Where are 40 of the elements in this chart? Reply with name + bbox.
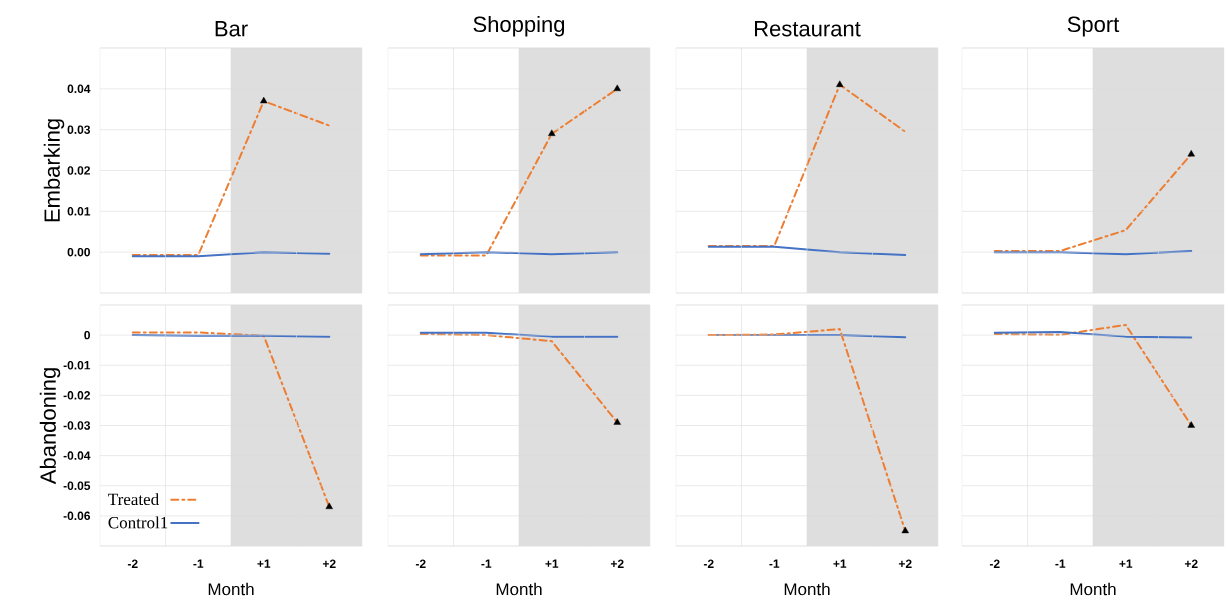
x-tick-label: +1 bbox=[257, 559, 271, 568]
x-axis-title: Month bbox=[496, 582, 542, 596]
y-tick-label: -0.04 bbox=[63, 451, 91, 460]
y-tick-label: -0.01 bbox=[63, 361, 91, 370]
x-tick-label: -1 bbox=[193, 559, 204, 568]
chart-title: Sport bbox=[1067, 16, 1120, 37]
chart-title: Bar bbox=[215, 21, 248, 37]
x-axis-title: Month bbox=[1070, 582, 1116, 596]
y-tick-label: 0.04 bbox=[67, 84, 91, 94]
y-tick-label: -0.02 bbox=[63, 391, 90, 400]
legend-label: Treated bbox=[108, 493, 159, 506]
x-tick-label: -2 bbox=[703, 559, 714, 568]
x-tick-label: +1 bbox=[545, 559, 559, 568]
y-tick-label: -0.05 bbox=[63, 481, 91, 490]
x-tick-label: +1 bbox=[1119, 559, 1133, 568]
x-tick-label: -1 bbox=[769, 559, 780, 568]
x-tick-label: +2 bbox=[322, 559, 336, 568]
legend-label: Control1 bbox=[108, 516, 168, 529]
x-tick-label: -2 bbox=[127, 559, 138, 568]
y-tick-label: 0.01 bbox=[67, 207, 91, 216]
x-tick-label: -1 bbox=[1055, 559, 1066, 568]
y-tick-label: -0.03 bbox=[63, 421, 91, 430]
x-tick-label: +2 bbox=[898, 559, 912, 568]
y-tick-label: 0.02 bbox=[67, 166, 90, 175]
y-tick-label: 0.03 bbox=[67, 125, 91, 134]
y-axis-title: Embarking bbox=[43, 119, 65, 222]
y-tick-label: 0 bbox=[84, 330, 90, 340]
x-tick-label: -1 bbox=[481, 559, 492, 568]
x-tick-label: +1 bbox=[833, 559, 847, 568]
y-axis-title: Abandoning bbox=[39, 368, 61, 485]
chart-title: Restaurant bbox=[755, 21, 861, 37]
x-axis-title: Month bbox=[784, 582, 830, 596]
y-tick-label: 0.00 bbox=[67, 247, 90, 257]
x-tick-label: +2 bbox=[1184, 559, 1198, 568]
chart-title: Shopping bbox=[473, 15, 565, 37]
y-tick-label: -0.06 bbox=[63, 511, 91, 521]
x-tick-label: -2 bbox=[415, 559, 426, 568]
x-tick-label: +2 bbox=[610, 559, 624, 568]
x-tick-label: -2 bbox=[989, 559, 1000, 568]
x-axis-title: Month bbox=[208, 582, 254, 596]
